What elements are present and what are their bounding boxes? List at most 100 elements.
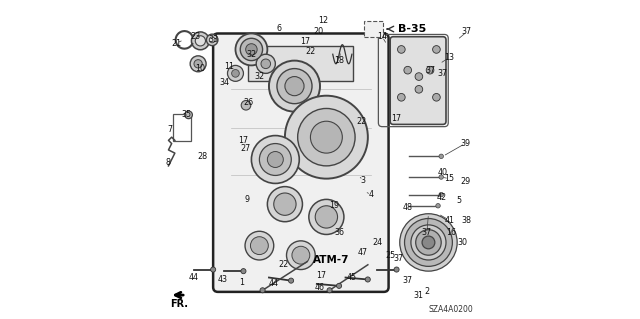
FancyBboxPatch shape — [248, 46, 353, 81]
Circle shape — [268, 152, 284, 167]
Text: 1: 1 — [239, 278, 244, 287]
Text: 37: 37 — [393, 254, 403, 263]
Circle shape — [397, 93, 405, 101]
Text: 27: 27 — [240, 144, 250, 153]
Circle shape — [195, 36, 205, 46]
Text: 18: 18 — [334, 56, 344, 65]
Circle shape — [415, 85, 422, 93]
Circle shape — [289, 278, 294, 283]
Text: 38: 38 — [461, 216, 472, 225]
Circle shape — [397, 46, 405, 53]
Circle shape — [309, 199, 344, 234]
Circle shape — [185, 111, 193, 119]
Circle shape — [277, 69, 312, 104]
Text: FR.: FR. — [170, 299, 188, 309]
Text: 21: 21 — [172, 39, 182, 48]
Text: 10: 10 — [195, 64, 205, 73]
Circle shape — [316, 206, 337, 228]
Circle shape — [211, 267, 216, 272]
Circle shape — [327, 288, 332, 293]
Text: 12: 12 — [318, 16, 328, 25]
Circle shape — [394, 267, 399, 272]
Circle shape — [411, 225, 446, 260]
Text: 28: 28 — [197, 152, 207, 161]
Circle shape — [194, 60, 202, 68]
Text: 26: 26 — [243, 98, 253, 107]
Circle shape — [426, 66, 434, 74]
Circle shape — [365, 277, 371, 282]
Circle shape — [227, 65, 243, 81]
Text: 37: 37 — [438, 69, 448, 78]
Circle shape — [261, 59, 271, 69]
Text: 37: 37 — [425, 66, 435, 75]
Text: 47: 47 — [358, 248, 368, 256]
Text: 40: 40 — [438, 168, 448, 177]
Circle shape — [274, 193, 296, 215]
Text: 37: 37 — [422, 228, 432, 237]
Text: 37: 37 — [403, 276, 413, 285]
Circle shape — [433, 93, 440, 101]
Text: 19: 19 — [330, 201, 339, 210]
Circle shape — [250, 237, 268, 255]
Text: 17: 17 — [238, 136, 248, 145]
Text: 7: 7 — [168, 125, 173, 134]
Circle shape — [285, 96, 368, 179]
FancyBboxPatch shape — [213, 33, 388, 292]
Text: 34: 34 — [220, 78, 229, 87]
Text: 20: 20 — [314, 27, 323, 36]
FancyBboxPatch shape — [364, 21, 383, 37]
Circle shape — [287, 241, 316, 270]
Text: 32: 32 — [246, 50, 257, 59]
Circle shape — [241, 100, 251, 110]
Circle shape — [236, 33, 268, 65]
Text: 32: 32 — [254, 72, 264, 81]
Circle shape — [439, 175, 444, 179]
Text: 22: 22 — [305, 47, 316, 56]
Circle shape — [241, 269, 246, 274]
Text: 17: 17 — [301, 37, 310, 46]
Circle shape — [404, 219, 452, 266]
Text: 25: 25 — [385, 251, 396, 260]
Circle shape — [209, 37, 215, 43]
Text: 45: 45 — [347, 273, 357, 282]
Text: B-35: B-35 — [398, 24, 426, 34]
Circle shape — [404, 66, 412, 74]
Circle shape — [310, 121, 342, 153]
Circle shape — [268, 187, 303, 222]
Text: 16: 16 — [446, 228, 456, 237]
Circle shape — [422, 236, 435, 249]
Text: 43: 43 — [218, 275, 228, 284]
Circle shape — [416, 230, 441, 255]
Circle shape — [190, 56, 206, 72]
Text: 35: 35 — [181, 110, 191, 119]
Circle shape — [245, 231, 274, 260]
Circle shape — [415, 73, 422, 80]
Text: 22: 22 — [278, 260, 289, 269]
Text: 15: 15 — [444, 174, 454, 183]
Text: 24: 24 — [372, 238, 383, 247]
Text: 3: 3 — [360, 176, 365, 185]
Text: 9: 9 — [244, 195, 249, 204]
Circle shape — [298, 108, 355, 166]
Circle shape — [400, 214, 457, 271]
Text: 48: 48 — [403, 203, 413, 212]
Text: SZA4A0200: SZA4A0200 — [428, 305, 473, 314]
Circle shape — [285, 77, 304, 96]
Text: 11: 11 — [224, 63, 234, 71]
Circle shape — [232, 70, 239, 77]
Text: 17: 17 — [317, 271, 326, 280]
Circle shape — [337, 283, 342, 288]
Text: 6: 6 — [276, 24, 281, 33]
Text: 4: 4 — [369, 190, 374, 199]
Text: 5: 5 — [456, 197, 461, 205]
Text: 41: 41 — [444, 216, 454, 225]
Text: 44: 44 — [269, 279, 279, 288]
Text: 14: 14 — [377, 32, 387, 41]
Circle shape — [207, 34, 218, 46]
Circle shape — [259, 144, 291, 175]
Text: 42: 42 — [436, 193, 446, 202]
FancyBboxPatch shape — [390, 37, 446, 124]
Circle shape — [436, 204, 440, 208]
Circle shape — [256, 54, 275, 73]
Text: 44: 44 — [189, 273, 199, 282]
